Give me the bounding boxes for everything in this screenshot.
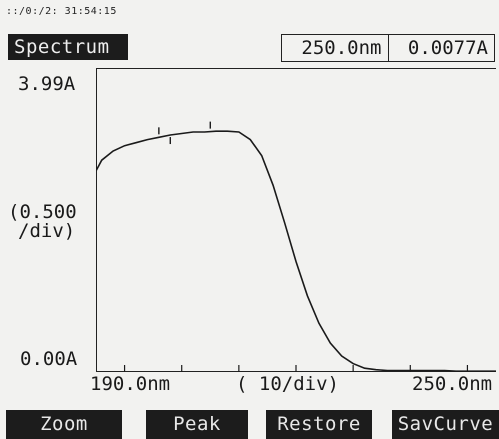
peak-markers: [158, 121, 211, 145]
readout-box: 250.0nm 0.0077A: [281, 34, 495, 62]
mode-label: Spectrum: [8, 34, 128, 60]
zoom-button[interactable]: Zoom: [6, 410, 122, 439]
timestamp: ::/0:/2: 31:54:15: [6, 6, 117, 17]
y-max-label: 3.99A: [18, 73, 76, 95]
y-scale-label-1: (0.500: [8, 201, 77, 223]
peak-button[interactable]: Peak: [146, 410, 248, 439]
wavelength-readout: 250.0nm: [301, 37, 382, 59]
y-scale-label-2: /div): [18, 220, 76, 242]
y-min-label: 0.00A: [20, 348, 78, 370]
savcurve-button[interactable]: SavCurve: [392, 410, 499, 439]
restore-button[interactable]: Restore: [266, 410, 372, 439]
x-tick-marks: [123, 365, 469, 372]
x-scale-label: ( 10/div): [236, 373, 339, 395]
absorbance-readout: 0.0077A: [387, 35, 495, 61]
absorbance-curve: [96, 130, 496, 372]
x-end-label: 250.0nm: [412, 373, 493, 395]
x-start-label: 190.0nm: [90, 373, 171, 395]
spectrum-plot: [96, 121, 496, 372]
